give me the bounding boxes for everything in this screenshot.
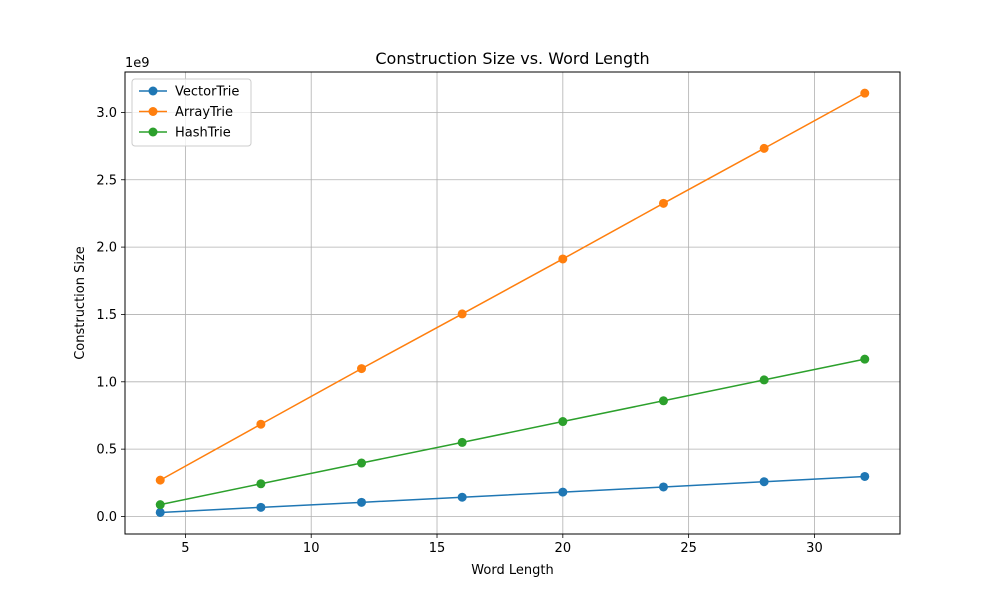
chart-title: Construction Size vs. Word Length xyxy=(375,49,649,68)
y-tick-label: 2.0 xyxy=(96,241,117,256)
grid xyxy=(125,72,900,534)
data-point-hashtrie xyxy=(256,479,266,489)
data-point-arraytrie xyxy=(256,419,266,429)
legend-label-vectortrie: VectorTrie xyxy=(175,85,239,100)
x-tick-label: 5 xyxy=(181,541,189,556)
legend-marker-hashtrie xyxy=(148,127,158,137)
y-tick-label: 3.0 xyxy=(96,106,117,121)
data-point-vectortrie xyxy=(759,477,769,487)
y-axis-offset-text: 1e9 xyxy=(125,56,150,71)
data-point-vectortrie xyxy=(256,502,266,512)
legend-label-hashtrie: HashTrie xyxy=(175,126,231,141)
series-line-arraytrie xyxy=(159,92,866,481)
data-point-vectortrie xyxy=(357,497,367,507)
legend-marker-arraytrie xyxy=(148,107,158,116)
y-tick-label: 1.5 xyxy=(96,308,117,323)
data-point-hashtrie xyxy=(759,375,769,385)
ticks: 5 10 15 20 25 30 0.0 0.5 1.0 1.5 2.0 2.5 3.0 xyxy=(96,106,822,556)
data-point-arraytrie xyxy=(558,254,568,264)
data-point-arraytrie xyxy=(658,198,668,208)
data-point-arraytrie xyxy=(357,364,367,374)
y-tick-label: 2.5 xyxy=(96,173,117,188)
x-tick-label: 20 xyxy=(555,541,572,556)
x-axis-label: Word Length xyxy=(471,563,553,578)
y-tick-label: 0.0 xyxy=(96,510,117,525)
legend-marker-vectortrie xyxy=(148,86,158,96)
y-tick-label: 0.5 xyxy=(96,443,117,458)
data-point-vectortrie xyxy=(457,492,467,502)
data-point-hashtrie xyxy=(457,437,467,447)
series-layer xyxy=(155,88,870,517)
y-tick-label: 1.0 xyxy=(96,375,117,390)
x-tick-label: 10 xyxy=(303,541,320,556)
data-point-hashtrie xyxy=(860,354,870,364)
legend: VectorTrie ArrayTrie HashTrie xyxy=(131,78,252,147)
data-point-arraytrie xyxy=(155,475,165,485)
series-line-vectortrie xyxy=(160,475,865,514)
x-tick-label: 25 xyxy=(680,541,697,556)
y-axis-label: Construction Size xyxy=(73,246,88,360)
data-point-vectortrie xyxy=(860,471,870,481)
x-tick-label: 30 xyxy=(806,541,823,556)
data-point-vectortrie xyxy=(558,487,568,497)
data-point-arraytrie xyxy=(457,309,467,319)
legend-label-arraytrie: ArrayTrie xyxy=(175,105,233,120)
data-point-hashtrie xyxy=(558,417,568,427)
data-point-hashtrie xyxy=(357,458,367,468)
plot-frame xyxy=(124,71,901,535)
data-point-vectortrie xyxy=(658,482,668,492)
legend-box xyxy=(131,78,252,147)
data-point-arraytrie xyxy=(860,88,870,98)
data-point-hashtrie xyxy=(658,396,668,406)
data-point-hashtrie xyxy=(155,500,165,510)
x-tick-label: 15 xyxy=(429,541,446,556)
data-point-vectortrie xyxy=(155,507,165,517)
data-point-arraytrie xyxy=(759,143,769,153)
series-line-hashtrie xyxy=(160,358,865,506)
